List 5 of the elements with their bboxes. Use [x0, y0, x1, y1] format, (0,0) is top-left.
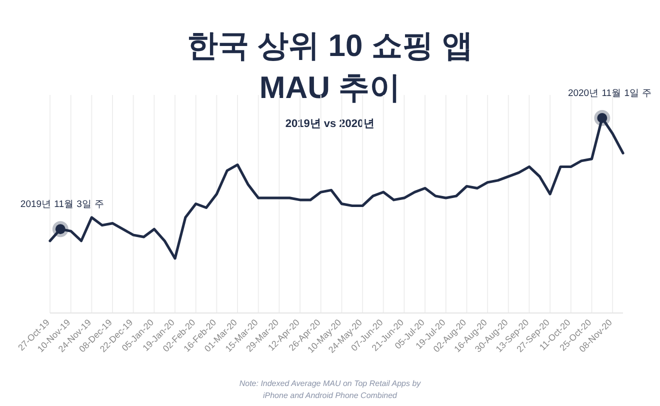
annotation: 2020년 11월 1일 주: [568, 88, 652, 99]
chart-title: 한국 상위 10 쇼핑 앱 MAU 추이: [187, 28, 473, 105]
chart-subtitle: 2019년 vs 2020년: [285, 118, 375, 130]
text: Note: Indexed Average MAU on Top Retail Apps by iPhone and Android Phone Combined: [239, 379, 422, 400]
annotation: 2019년 11월 3일 주: [20, 199, 105, 210]
